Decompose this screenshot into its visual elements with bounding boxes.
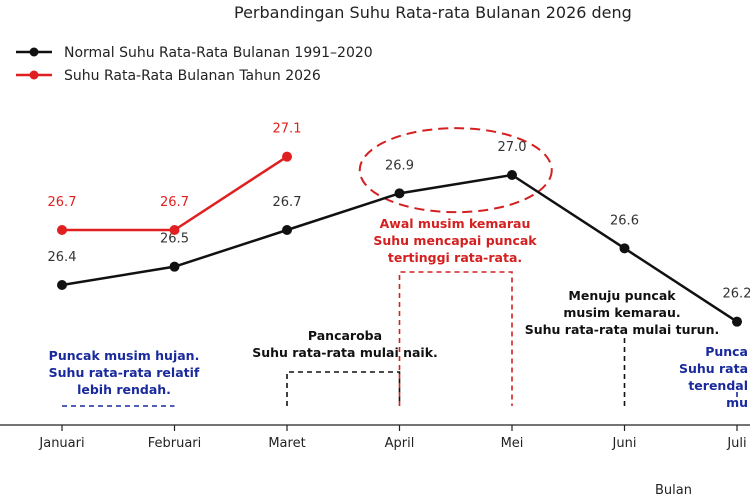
legend-marker-normal bbox=[29, 47, 39, 57]
annotation-pancaroba-line: Suhu rata-rata mulai naik. bbox=[252, 345, 438, 360]
series-layer: 26.4 26.5 26.7 26.9 27.0 26.6 26.2 26.7 26.7 27.1 bbox=[48, 122, 750, 327]
highlight-ellipse bbox=[358, 127, 553, 214]
annotation-kemarau-bracket bbox=[398, 271, 513, 406]
x-tick-label: Juni bbox=[612, 436, 637, 451]
data-label: 26.7 bbox=[160, 195, 189, 210]
data-point bbox=[394, 188, 405, 199]
legend-label-2026: Suhu Rata-Rata Bulanan Tahun 2026 bbox=[64, 68, 321, 84]
data-label: 26.7 bbox=[48, 195, 77, 210]
annotation-pancaroba-line: Pancaroba bbox=[308, 328, 382, 343]
x-axis-label: Bulan bbox=[655, 483, 692, 498]
data-point bbox=[732, 316, 742, 327]
legend: Normal Suhu Rata-Rata Bulanan 1991–2020 … bbox=[16, 45, 373, 84]
data-point bbox=[507, 170, 517, 180]
annotation-kemarau-line: Awal musim kemarau bbox=[380, 216, 531, 231]
x-tick-label: Juli bbox=[726, 436, 746, 451]
annotation-hujan-line: lebih rendah. bbox=[77, 382, 171, 397]
data-label: 27.1 bbox=[273, 122, 302, 137]
data-point bbox=[57, 225, 67, 235]
annotation-menuju-line: musim kemarau. bbox=[563, 305, 680, 320]
data-point bbox=[282, 225, 292, 235]
data-label: 26.5 bbox=[160, 232, 189, 247]
annotation-hujan-line: Suhu rata-rata relatif bbox=[49, 365, 200, 380]
data-label: 26.7 bbox=[273, 195, 302, 210]
x-tick-label: Januari bbox=[38, 436, 84, 451]
annotation-juli-line: terendal bbox=[688, 378, 748, 393]
x-tick-label: April bbox=[385, 436, 415, 451]
data-point bbox=[57, 280, 67, 290]
data-point bbox=[169, 261, 180, 272]
annotation-kemarau-line: Suhu mencapai puncak bbox=[373, 233, 537, 248]
annotation-juli-line: Punca bbox=[705, 344, 748, 359]
legend-label-normal: Normal Suhu Rata-Rata Bulanan 1991–2020 bbox=[64, 45, 373, 61]
annotation-menuju-line: Menuju puncak bbox=[568, 288, 676, 303]
annotation-kemarau-line: tertinggi rata-rata. bbox=[388, 250, 522, 265]
data-point bbox=[169, 225, 180, 235]
data-point bbox=[282, 151, 292, 162]
x-tick-label: Februari bbox=[148, 436, 202, 451]
data-label: 26.4 bbox=[48, 250, 77, 265]
data-label: 27.0 bbox=[498, 140, 527, 155]
data-label: 26.9 bbox=[385, 158, 414, 173]
series-line-1 bbox=[62, 155, 288, 232]
data-label: 26.6 bbox=[610, 213, 639, 228]
annotation-hujan-line: Puncak musim hujan. bbox=[49, 348, 200, 363]
legend-marker-2026 bbox=[29, 70, 39, 80]
data-label: 26.2 bbox=[723, 287, 750, 302]
annotations: Puncak musim hujan. Suhu rata-rata relati… bbox=[49, 127, 748, 410]
x-tick-label: Maret bbox=[268, 436, 305, 451]
annotation-pancaroba-bracket bbox=[286, 371, 401, 406]
x-tick-label: Mei bbox=[501, 436, 524, 451]
chart-title: Perbandingan Suhu Rata-rata Bulanan 2026… bbox=[234, 3, 632, 22]
x-axis-ticks: Januari Februari Maret April Mei Juni Juli bbox=[38, 425, 747, 451]
annotation-menuju-line: Suhu rata-rata mulai turun. bbox=[525, 322, 719, 337]
data-point bbox=[619, 243, 630, 254]
annotation-juli-line: Suhu rata bbox=[679, 361, 748, 376]
